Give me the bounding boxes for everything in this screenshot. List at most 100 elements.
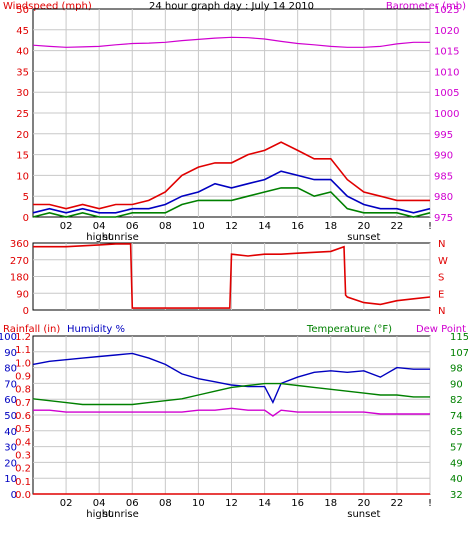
windspeed-tick-label: 10 [16, 171, 29, 182]
humidity-axis-title: Humidity % [67, 324, 125, 335]
wind-direction-tick-label: 0 [23, 306, 29, 317]
temperature-tick-label: 65 [450, 427, 463, 438]
panel-1-series-magenta [32, 36, 430, 48]
humidity-tick-label: 10 [4, 474, 17, 485]
temperature-tick-label: 32 [450, 490, 463, 501]
marker-label-hight: hight [86, 509, 112, 520]
wind-direction-tick-label: 360 [10, 239, 29, 250]
wind-direction-tick-label: 180 [10, 273, 29, 284]
temperature-tick-label: 107 [450, 348, 468, 359]
compass-tick-label: W [438, 256, 448, 267]
humidity-tick-label: 30 [4, 443, 17, 454]
rainfall-tick-label: 0.3 [15, 451, 31, 462]
windspeed-tick-label: 30 [16, 88, 29, 99]
humidity-tick-label: 0 [11, 490, 17, 501]
windspeed-tick-label: 40 [16, 47, 29, 58]
temperature-tick-label: 90 [450, 379, 463, 390]
windspeed-tick-label: 0 [23, 213, 29, 224]
barometer-tick-label: 990 [434, 151, 453, 162]
panel-3-series-green [32, 382, 430, 406]
panel-1-series-green [32, 187, 431, 218]
humidity-tick-label: 50 [4, 411, 17, 422]
marker-label-sunset: sunset [347, 509, 380, 520]
rainfall-tick-label: 0.1 [15, 477, 31, 488]
rainfall-tick-label: 0.9 [15, 372, 31, 383]
panel-3-x-tick-label: 08 [159, 498, 172, 509]
rainfall-tick-label: 0.7 [15, 398, 31, 409]
panel-1-x-tick-label: 14 [258, 221, 271, 232]
barometer-tick-label: 1005 [434, 88, 459, 99]
barometer-tick-label: 1020 [434, 26, 459, 37]
panel-1-x-tick-label: 08 [159, 221, 172, 232]
barometer-tick-label: 995 [434, 130, 453, 141]
wind-direction-tick-label: 270 [10, 256, 29, 267]
panel-3-x-tick-label: 18 [324, 498, 337, 509]
dewpoint-axis-title: Dew Point [416, 324, 466, 335]
panel-1-series-blue [32, 170, 431, 214]
rainfall-tick-label: 0.6 [15, 411, 31, 422]
temperature-tick-label: 57 [450, 443, 463, 454]
panel-3-x-tick-label: 22 [391, 498, 404, 509]
barometer-tick-label: 980 [434, 192, 453, 203]
panel-1-x-tick-label: 06 [126, 221, 139, 232]
humidity-tick-label: 20 [4, 458, 17, 469]
panel-2-series-wind-direction [33, 243, 431, 309]
panel-3-x-tick-label: 06 [126, 498, 139, 509]
panel-3-x-tick-label: 04 [93, 498, 106, 509]
humidity-tick-label: 80 [4, 364, 17, 375]
windspeed-tick-label: 15 [16, 151, 29, 162]
wind-direction-tick-label: 90 [16, 289, 29, 300]
windspeed-tick-label: 45 [16, 26, 29, 37]
panel-3-x-tick-label: ! [428, 498, 432, 509]
windspeed-axis-title: Windspeed (mph) [3, 1, 92, 12]
panel-1-x-tick-label: 10 [192, 221, 205, 232]
rainfall-tick-label: 0.4 [15, 437, 31, 448]
panel-1-x-tick-label: 20 [357, 221, 370, 232]
panel-1-x-tick-label: 18 [324, 221, 337, 232]
marker-label-sunrise: sunrise [103, 509, 139, 520]
panel-3-series-magenta [33, 407, 430, 417]
panel-1-x-tick-label: ! [428, 221, 432, 232]
temperature-tick-label: 115 [450, 332, 468, 343]
barometer-tick-label: 1010 [434, 67, 459, 78]
panel-1-x-tick-label: 16 [291, 221, 304, 232]
windspeed-tick-label: 25 [16, 109, 29, 120]
compass-tick-label: N [438, 239, 445, 250]
panel-1-x-tick-label: 12 [225, 221, 238, 232]
compass-tick-label: N [438, 306, 445, 317]
windspeed-tick-label: 5 [23, 192, 29, 203]
rainfall-tick-label: 0.2 [15, 464, 31, 475]
marker-label-sunrise: sunrise [103, 232, 139, 243]
rainfall-tick-label: 0.5 [15, 424, 31, 435]
humidity-tick-label: 40 [4, 427, 17, 438]
rainfall-tick-label: 0.0 [15, 490, 31, 501]
windspeed-tick-label: 35 [16, 67, 29, 78]
panel-3-x-tick-label: 14 [258, 498, 271, 509]
panel-1-x-tick-label: 22 [391, 221, 404, 232]
windspeed-tick-label: 20 [16, 130, 29, 141]
panel-3-x-tick-label: 12 [225, 498, 238, 509]
marker-label-sunset: sunset [347, 232, 380, 243]
chart-title: 24 hour graph day : July 14 2010 [149, 1, 314, 12]
temperature-tick-label: 40 [450, 474, 463, 485]
temperature-axis-title: Temperature (°F) [306, 324, 392, 335]
temperature-tick-label: 74 [450, 411, 463, 422]
rainfall-tick-label: 1.0 [15, 358, 31, 369]
barometer-tick-label: 1000 [434, 109, 459, 120]
panel-1-series-red [33, 141, 430, 210]
barometer-tick-label: 985 [434, 171, 453, 182]
windspeed-tick-label: 50 [16, 5, 29, 16]
barometer-tick-label: 1015 [434, 47, 459, 58]
humidity-tick-label: 100 [0, 332, 17, 343]
compass-tick-label: E [438, 289, 444, 300]
barometer-tick-label: 1025 [434, 5, 459, 16]
humidity-tick-label: 90 [4, 348, 17, 359]
barometer-axis-title: Barometer (mb) [386, 1, 466, 12]
rainfall-axis-title: Rainfall (in) [3, 324, 60, 335]
panel-1-x-tick-label: 04 [93, 221, 106, 232]
compass-tick-label: S [438, 273, 444, 284]
temperature-tick-label: 98 [450, 364, 463, 375]
humidity-tick-label: 60 [4, 395, 17, 406]
